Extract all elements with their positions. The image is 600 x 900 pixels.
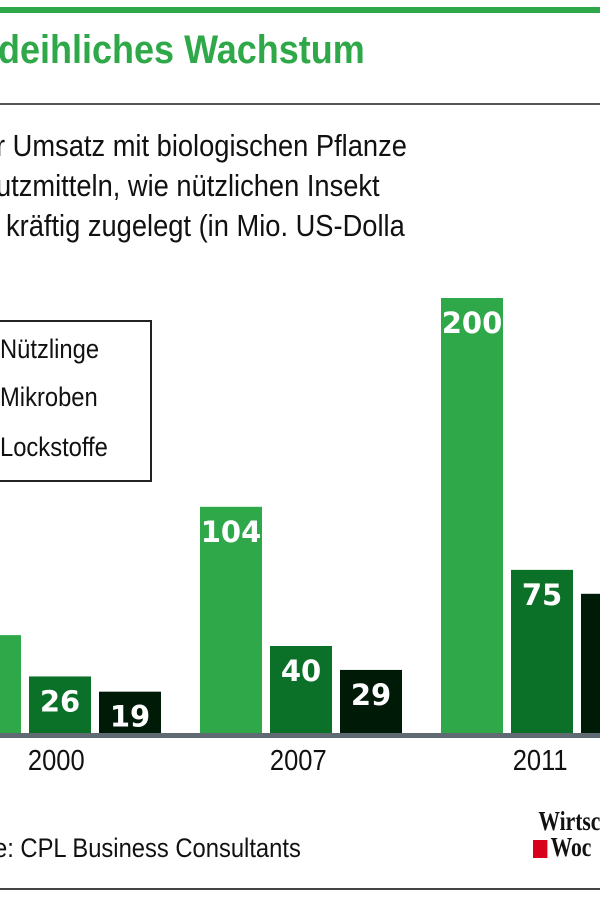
x-axis [0, 733, 600, 738]
bar-2011-mikroben [511, 569, 573, 733]
bar-label-2000-lockstoffe: 19 [110, 700, 150, 734]
logo-square-icon [533, 840, 548, 858]
bar-2007-nützlinge [200, 506, 262, 733]
top-rule [0, 7, 600, 13]
legend-item-lockstoffe: Lockstoffe [0, 432, 108, 462]
bar-2000-nützlinge [0, 635, 21, 733]
legend-item-nuetzlinge: Nützlinge [0, 334, 100, 364]
bar-label-2011-nützlinge: 200 [442, 306, 503, 340]
publisher-logo: Wirtsc Woc [533, 806, 600, 862]
logo-line-1: Wirtsc [538, 806, 600, 836]
bar-label-2011-mikroben: 75 [522, 578, 562, 612]
logo-line-2: Woc [550, 832, 592, 862]
bar-2000-lockstoffe [99, 691, 161, 733]
bar-2011-lockstoffe [581, 593, 600, 733]
bar-2011-nützlinge [441, 298, 503, 733]
bar-label-2007-lockstoffe: 29 [351, 678, 391, 712]
bar-2000-mikroben [29, 676, 91, 733]
bar-label-2007-nützlinge: 104 [201, 515, 262, 549]
bar-label-2000-mikroben: 26 [40, 684, 80, 718]
x-tick-2000: 2000 [27, 745, 85, 777]
x-tick-2011: 2011 [512, 745, 568, 777]
bar-2007-lockstoffe [340, 669, 402, 733]
chart-title: deihliches Wachstum [0, 28, 365, 72]
bar-label-2007-mikroben: 40 [281, 654, 321, 688]
legend-item-mikroben: Mikroben [0, 382, 98, 412]
bar-2007-mikroben [270, 646, 332, 733]
legend: Nützlinge Mikroben Lockstoffe [0, 320, 152, 482]
title-divider [0, 103, 600, 105]
subtitle-line-1: r Umsatz mit biologischen Pflanze [0, 128, 407, 163]
subtitle-line-3: kräftig zugelegt (in Mio. US-Dolla [6, 208, 405, 243]
source-note: e: CPL Business Consultants [0, 833, 301, 863]
subtitle-line-2: utzmitteln, wie nützlichen Insekt [0, 168, 380, 203]
bottom-rule [0, 888, 600, 890]
x-tick-2007: 2007 [269, 745, 327, 777]
